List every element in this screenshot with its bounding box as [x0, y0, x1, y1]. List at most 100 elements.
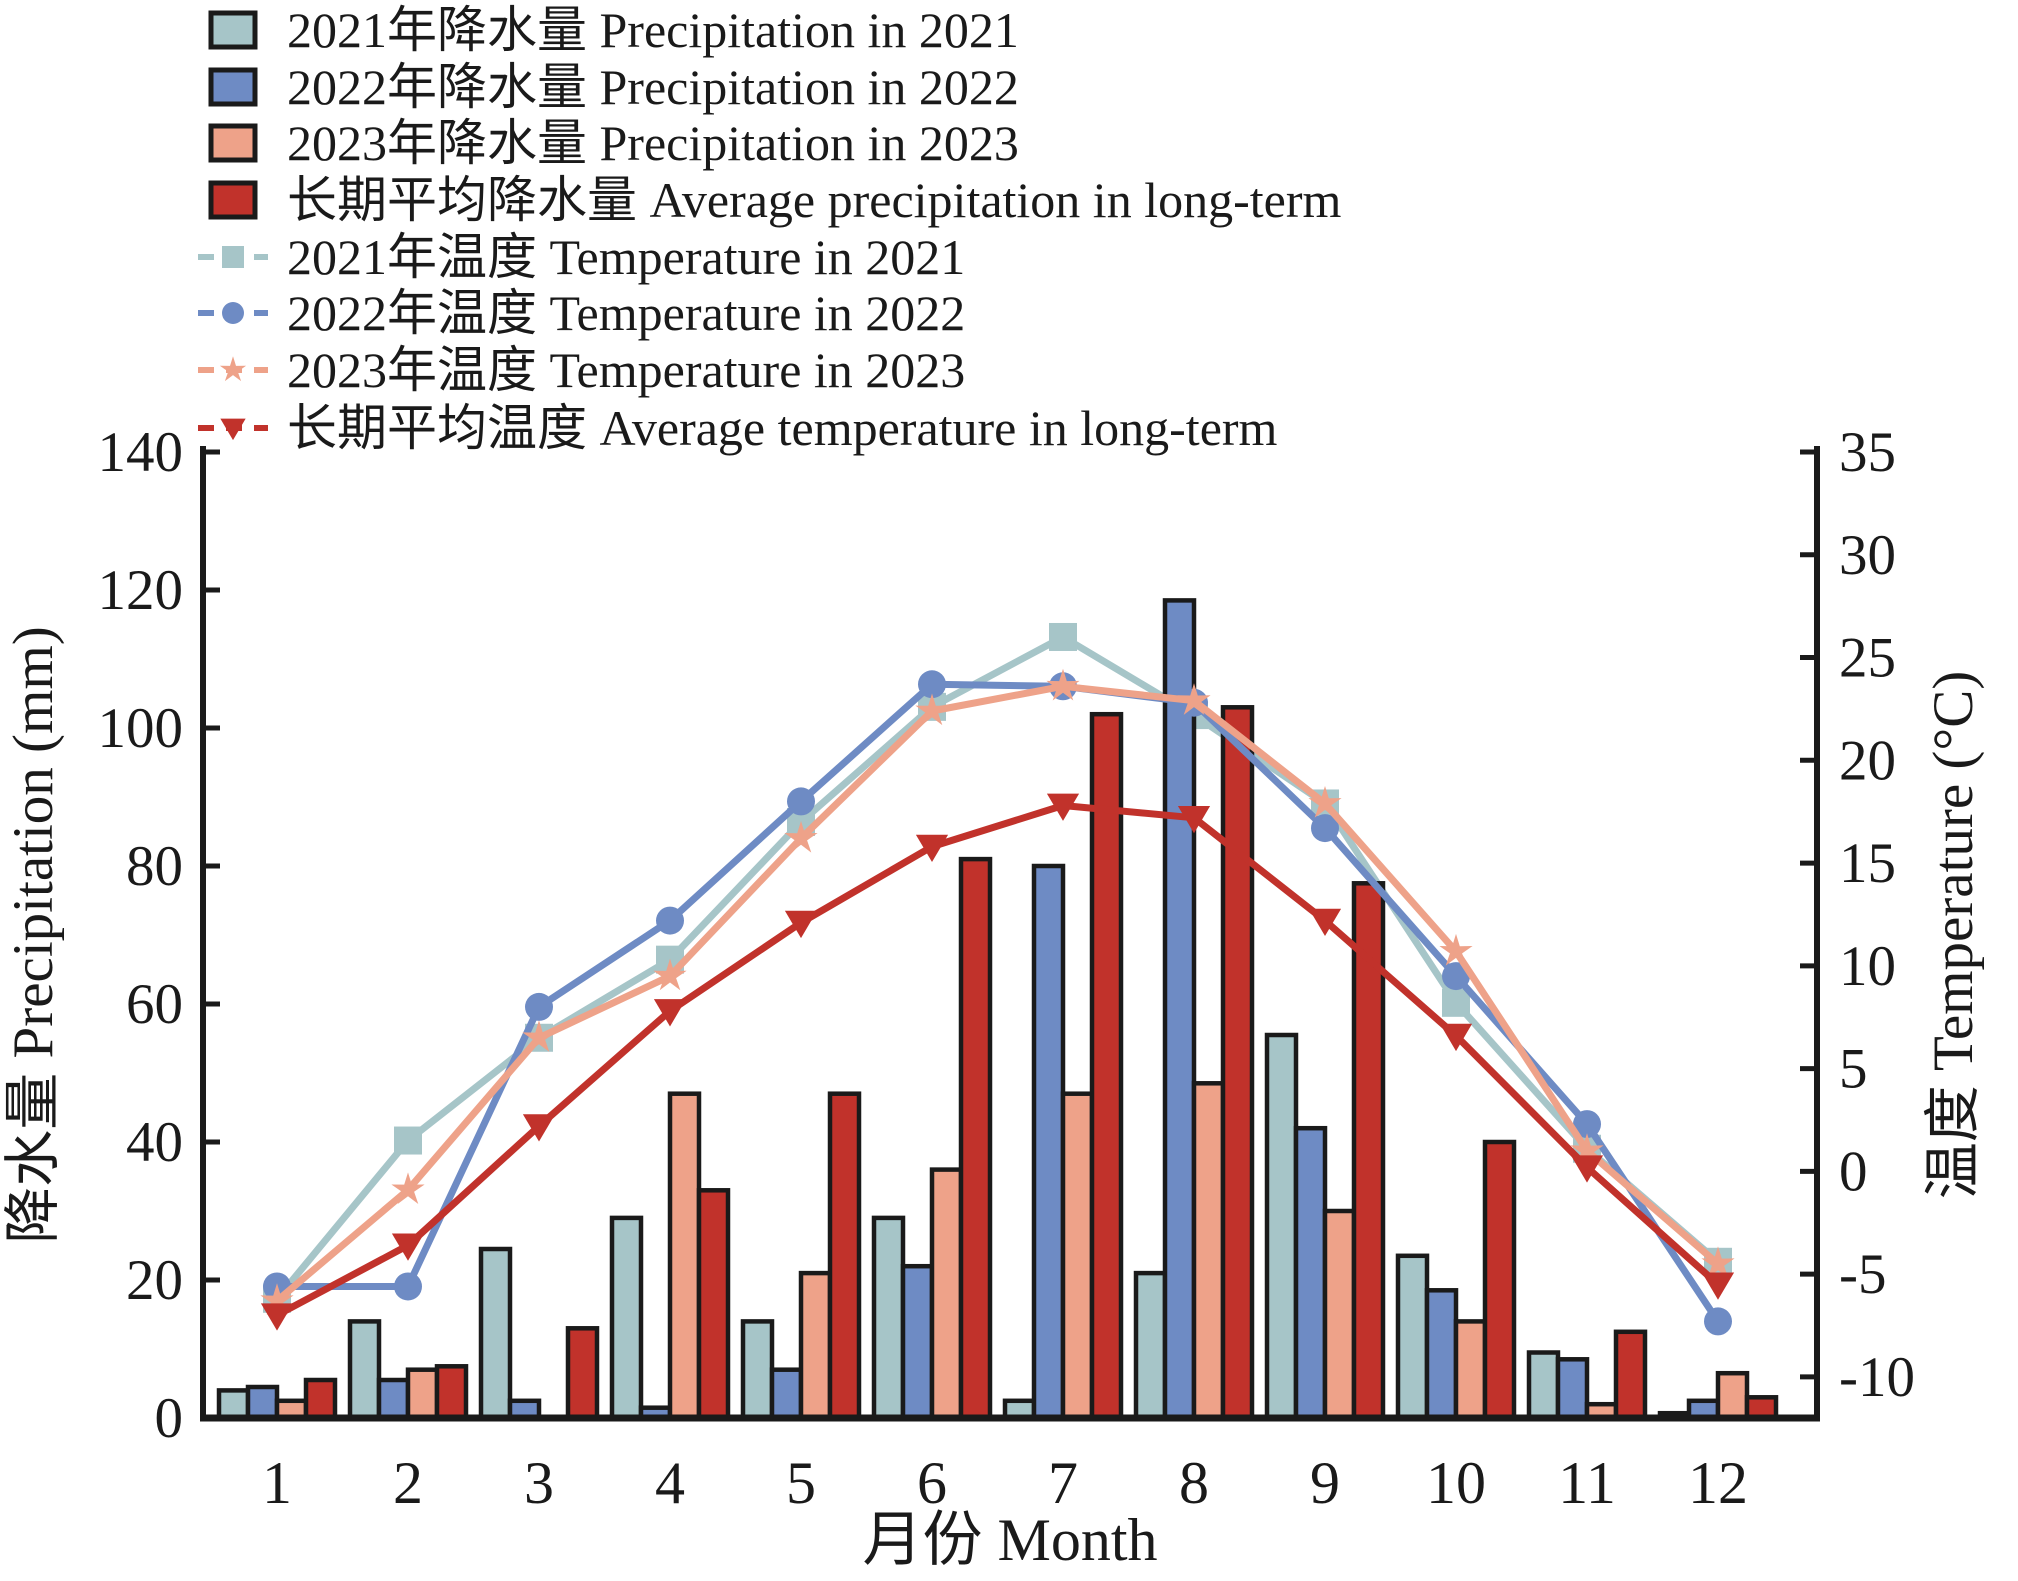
bar-series-4 [303, 705, 1779, 1421]
legend-item-precip-3: 2023年降水量 Precipitation in 2023 [208, 115, 1019, 171]
bar-month7 [1060, 1091, 1095, 1421]
bar-month6 [900, 1263, 935, 1421]
legend-item-precip-1: 2021年降水量 Precipitation in 2021 [208, 2, 1019, 58]
x-tick-label: 8 [1179, 1450, 1209, 1516]
bar-month6 [871, 1215, 906, 1421]
line-path [277, 680, 1721, 1324]
y-axis-left-title: 降水量 Precipitation (mm) [2, 626, 65, 1243]
legend-item-temp-3: 2023年温度 Temperature in 2023 [198, 342, 965, 398]
bar-month4 [609, 1215, 644, 1421]
triangle-down-marker [1177, 805, 1211, 834]
legend-square-marker [222, 246, 244, 268]
y-left-tick-label: 60 [126, 973, 183, 1036]
star-marker [1177, 683, 1211, 715]
bar-month6 [929, 1167, 964, 1421]
legend-label: 2022年降水量 Precipitation in 2022 [287, 59, 1019, 115]
bar-series-3 [274, 1081, 1750, 1421]
legend-swatch [208, 123, 258, 163]
y-right-tick-label: 30 [1839, 524, 1896, 587]
legend-item-temp-1: 2021年温度 Temperature in 2021 [198, 229, 965, 285]
y-right-tick-label: 10 [1839, 935, 1896, 998]
legend-swatch [208, 67, 258, 107]
bar-month3 [478, 1246, 513, 1421]
bar-month8 [1162, 598, 1197, 1421]
bar-month11 [1613, 1329, 1648, 1421]
bar-month5 [827, 1091, 862, 1421]
legend-star-marker [219, 356, 247, 382]
y-left-tick-label: 0 [155, 1387, 184, 1450]
legend-label: 2021年降水量 Precipitation in 2021 [287, 2, 1019, 58]
bar-month2 [405, 1367, 440, 1421]
legend-circle-marker [222, 302, 244, 324]
legend-label: 长期平均降水量 Average precipitation in long-te… [287, 172, 1341, 228]
bar-month9 [1264, 1032, 1299, 1421]
triangle-down-marker [1701, 1272, 1735, 1300]
legend-label: 2023年温度 Temperature in 2023 [287, 342, 965, 398]
triangle-down-marker [1308, 908, 1342, 937]
triangle-down-marker [522, 1114, 556, 1142]
bar-month8 [1191, 1081, 1226, 1421]
circle-marker [918, 670, 946, 699]
bar-month2 [376, 1377, 411, 1421]
x-tick-label: 3 [524, 1450, 554, 1516]
x-axis-title: 月份 Month [862, 1507, 1157, 1573]
circle-marker [656, 906, 684, 935]
star-marker [1046, 668, 1080, 701]
square-marker [394, 1126, 422, 1155]
x-tick-label: 12 [1688, 1450, 1748, 1516]
temperature-line-2 [263, 670, 1732, 1336]
y-left-tick-label: 20 [126, 1249, 183, 1312]
bar-month7 [1031, 863, 1066, 1421]
star-marker [1439, 933, 1473, 966]
circle-marker [1704, 1307, 1732, 1336]
star-marker [1308, 786, 1342, 818]
legend-item-temp-4: 长期平均温度 Average temperature in long-term [198, 400, 1278, 456]
square-marker [1442, 988, 1470, 1017]
legend-item-precip-4: 长期平均降水量 Average precipitation in long-te… [208, 172, 1341, 228]
y-left-tick-label: 100 [98, 697, 184, 760]
triangle-down-marker [784, 910, 818, 939]
star-marker [522, 1020, 556, 1052]
temperature-line-3 [260, 668, 1735, 1315]
y-right-tick-label: 0 [1839, 1140, 1868, 1203]
y-left-tick-label: 120 [98, 559, 184, 622]
legend-swatch [208, 180, 258, 220]
legend-swatch [208, 10, 258, 50]
circle-marker [1442, 962, 1470, 991]
legend-triangle-down-marker [220, 418, 246, 441]
bar-month2 [347, 1319, 382, 1421]
bar-month8 [1133, 1270, 1168, 1421]
star-marker [260, 1283, 294, 1315]
bar-month11 [1555, 1357, 1590, 1421]
star-marker [391, 1172, 425, 1204]
bar-month12 [1715, 1370, 1750, 1421]
legend-label: 2023年降水量 Precipitation in 2023 [287, 115, 1019, 171]
bar-month10 [1424, 1288, 1459, 1421]
x-tick-label: 7 [1048, 1450, 1078, 1516]
x-tick-label: 6 [917, 1450, 947, 1516]
star-marker [915, 693, 949, 726]
triangle-down-marker [1046, 793, 1080, 821]
star-marker [653, 958, 687, 991]
triangle-down-marker [1570, 1155, 1604, 1183]
bar-month4 [696, 1188, 731, 1421]
y-right-tick-label: 35 [1839, 421, 1896, 484]
bar-month10 [1395, 1253, 1430, 1421]
y-right-tick-label: 20 [1839, 729, 1896, 792]
line-path [274, 682, 1721, 1304]
bar-month11 [1526, 1350, 1561, 1421]
bar-month4 [667, 1091, 702, 1421]
x-tick-label: 2 [393, 1450, 423, 1516]
y-right-tick-label: 5 [1839, 1038, 1868, 1101]
legend-item-temp-2: 2022年温度 Temperature in 2022 [198, 285, 965, 341]
triangle-down-marker [653, 999, 687, 1027]
y-left-tick-label: 80 [126, 835, 183, 898]
circle-marker [525, 992, 553, 1021]
triangle-down-marker [915, 834, 949, 863]
bar-month9 [1322, 1208, 1357, 1421]
triangle-down-marker [260, 1303, 294, 1331]
triangle-down-marker [391, 1233, 425, 1261]
